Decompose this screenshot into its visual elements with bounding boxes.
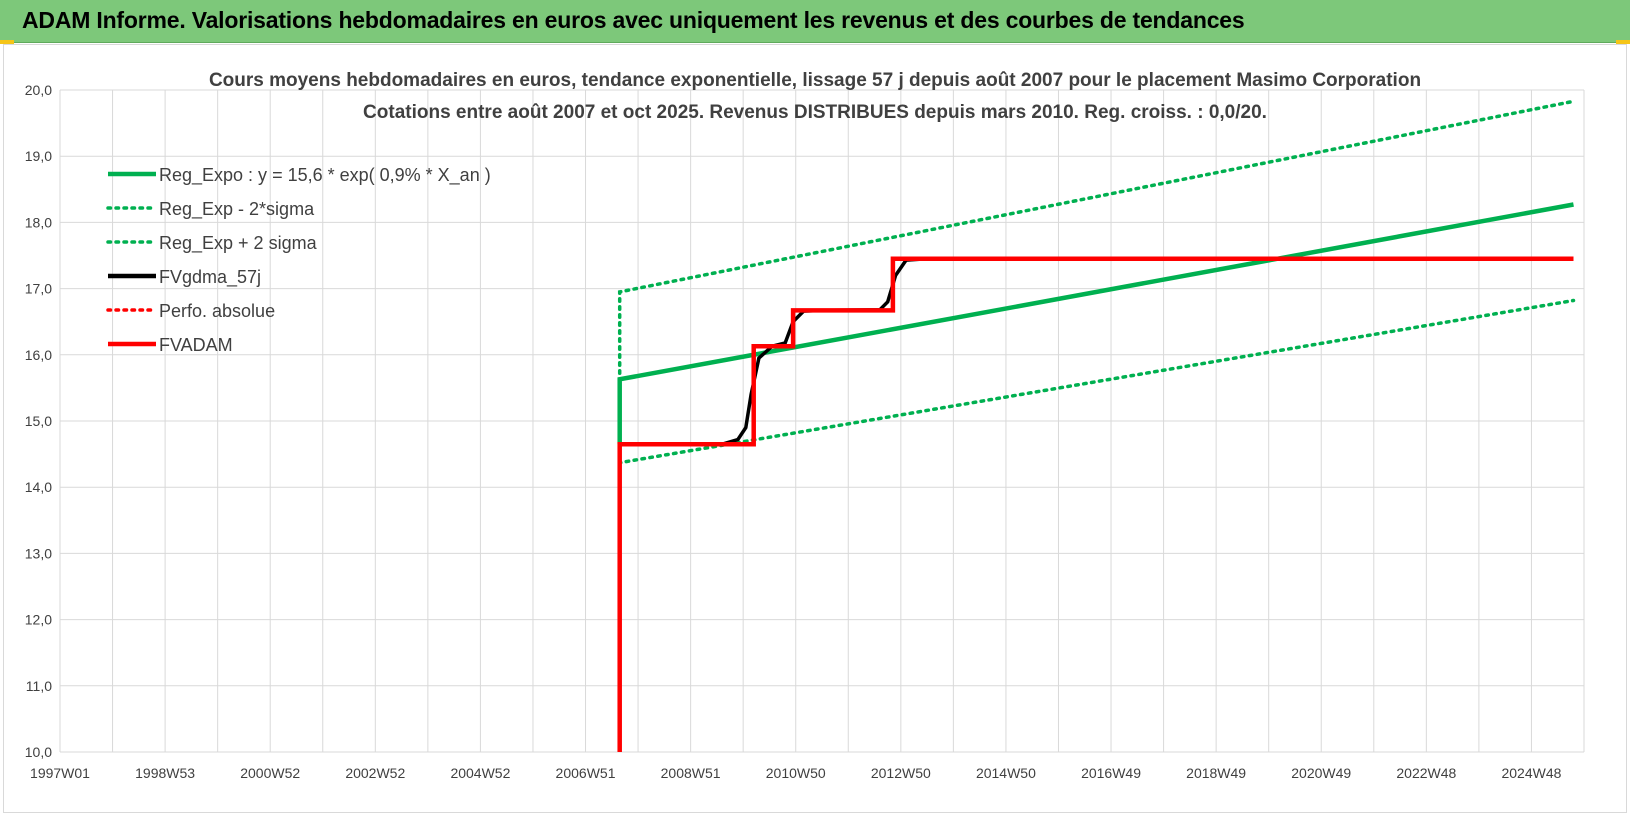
y-tick-label: 16,0 [25,347,52,363]
x-tick-label: 1997W01 [30,765,90,781]
y-tick-label: 18,0 [25,214,52,230]
x-tick-label: 2018W49 [1186,765,1246,781]
x-tick-label: 2004W52 [450,765,510,781]
x-tick-label: 2020W49 [1291,765,1351,781]
x-tick-label: 2016W49 [1081,765,1141,781]
x-tick-label: 1998W53 [135,765,195,781]
y-tick-label: 20,0 [25,82,52,98]
series-line-5 [617,256,1574,752]
x-tick-label: 2024W48 [1501,765,1561,781]
chart-gridlines [59,89,1585,753]
report-banner: ADAM Informe. Valorisations hebdomadaire… [0,0,1630,43]
y-tick-label: 13,0 [25,545,52,561]
corner-mark-top-right [1616,40,1630,44]
chart-legend: Reg_Expo : y = 15,6 * exp( 0,9% * X_an )… [106,165,491,355]
chart-title-line-1: Cours moyens hebdomadaires en euros, ten… [209,70,1421,91]
y-tick-label: 19,0 [25,148,52,164]
y-tick-label: 17,0 [25,281,52,297]
legend-label: Reg_Exp - 2*sigma [159,199,315,220]
chart-frame [3,44,1627,813]
series-line-2 [617,99,1576,384]
y-tick-label: 14,0 [25,479,52,495]
y-tick-label: 11,0 [26,678,52,694]
series-line-1 [617,298,1576,465]
x-tick-label: 2010W50 [766,765,826,781]
x-tick-label: 2014W50 [976,765,1036,781]
legend-label: FVADAM [159,335,233,355]
x-tick-label: 2002W52 [345,765,405,781]
y-tick-label: 10,0 [25,744,52,760]
chart-axes: 10,0 11,0 12,0 13,0 14,0 15,0 16,0 17,0 18,0 19,0… [25,82,1562,781]
x-tick-label: 2000W52 [240,765,300,781]
series-line-0 [617,202,1574,445]
legend-label: FVgdma_57j [159,267,261,288]
report-title: ADAM Informe. Valorisations hebdomadaire… [22,7,1245,33]
corner-mark-top-left [0,40,14,44]
chart-series [617,99,1576,752]
x-tick-label: 2006W51 [556,765,616,781]
y-tick-label: 12,0 [25,612,52,628]
chart-title-line-2: Cotations entre août 2007 et oct 2025. R… [363,102,1267,123]
y-tick-label: 15,0 [25,413,52,429]
x-tick-label: 2008W51 [661,765,721,781]
legend-label: Reg_Exp + 2 sigma [159,233,318,254]
legend-label: Perfo. absolue [159,301,275,321]
legend-label: Reg_Expo : y = 15,6 * exp( 0,9% * X_an ) [159,165,491,186]
x-tick-label: 2012W50 [871,765,931,781]
x-tick-label: 2022W48 [1396,765,1456,781]
